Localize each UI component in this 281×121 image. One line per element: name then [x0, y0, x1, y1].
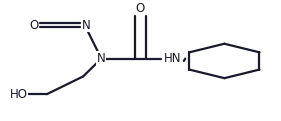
Text: N: N	[97, 52, 106, 65]
Text: HO: HO	[10, 88, 28, 101]
Text: HN: HN	[164, 52, 182, 65]
Text: O: O	[29, 19, 38, 32]
Text: O: O	[136, 2, 145, 15]
Text: N: N	[82, 19, 91, 32]
